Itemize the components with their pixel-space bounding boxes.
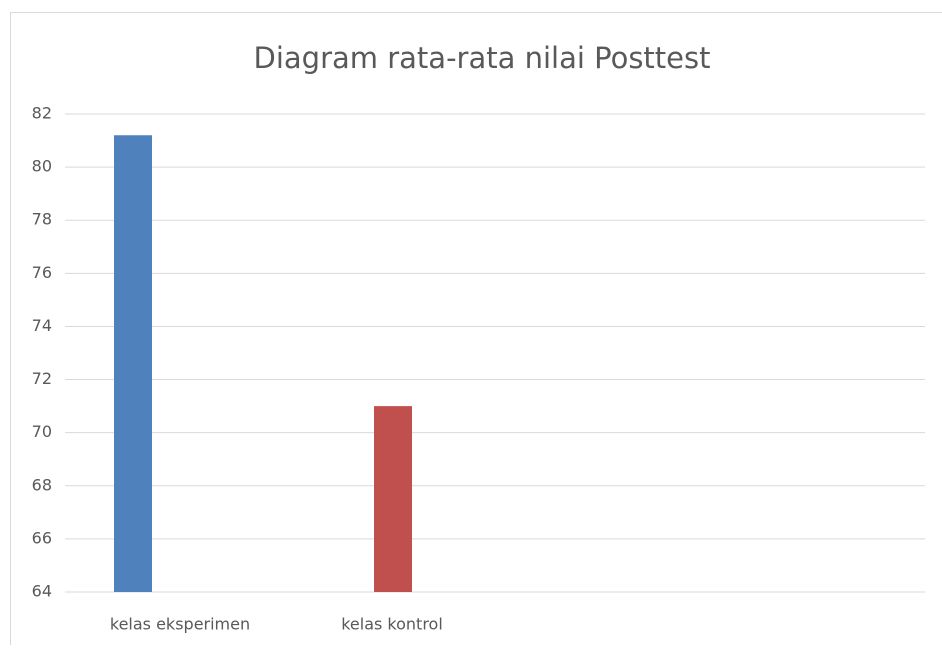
x-tick-label: kelas kontrol <box>341 615 443 634</box>
x-tick-label: kelas eksperimen <box>110 615 250 634</box>
bar <box>114 135 152 592</box>
y-tick-label: 68 <box>32 475 52 494</box>
y-tick-label: 72 <box>32 369 52 388</box>
y-tick-label: 78 <box>32 210 52 229</box>
y-tick-label: 80 <box>32 157 52 176</box>
y-tick-label: 64 <box>32 582 52 601</box>
bar <box>374 406 412 592</box>
y-tick-label: 76 <box>32 263 52 282</box>
y-tick-label: 82 <box>32 104 52 123</box>
y-tick-label: 66 <box>32 528 52 547</box>
chart-title: Diagram rata-rata nilai Posttest <box>254 41 711 75</box>
y-tick-label: 70 <box>32 422 52 441</box>
y-tick-label: 74 <box>32 316 52 335</box>
